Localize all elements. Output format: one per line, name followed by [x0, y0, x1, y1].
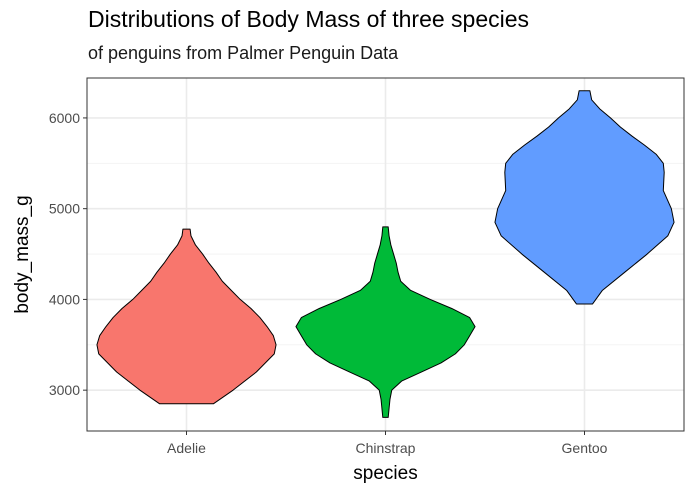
x-tick-label: Adelie — [167, 440, 206, 456]
violin-adelie — [96, 228, 277, 405]
y-axis-title: body_mass_g — [12, 195, 33, 313]
y-axis: 3000 4000 5000 6000 — [49, 110, 87, 398]
x-axis-title: species — [353, 463, 417, 484]
y-tick-label: 5000 — [49, 201, 80, 217]
x-tick-label: Gentoo — [562, 440, 608, 456]
chart-subtitle: of penguins from Palmer Penguin Data — [88, 43, 399, 63]
y-tick-label: 6000 — [49, 110, 80, 126]
violin-chinstrap — [295, 226, 476, 418]
y-tick-label: 3000 — [49, 382, 80, 398]
x-tick-label: Chinstrap — [356, 440, 416, 456]
chart-title: Distributions of Body Mass of three spec… — [88, 6, 530, 32]
violins — [96, 90, 675, 418]
violin-gentoo — [494, 90, 675, 305]
y-tick-label: 4000 — [49, 291, 80, 307]
x-axis: Adelie Chinstrap Gentoo — [167, 431, 608, 456]
